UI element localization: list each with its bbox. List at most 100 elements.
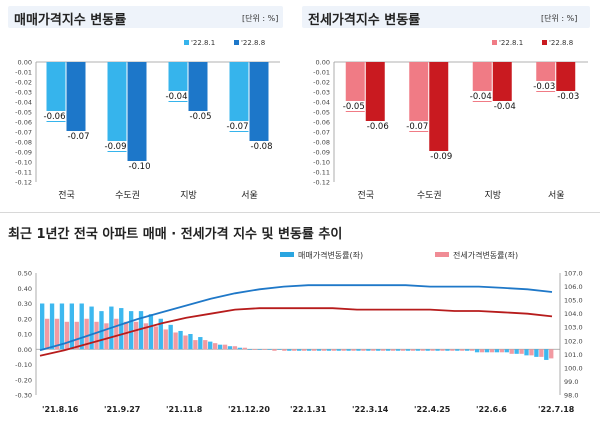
- jeonse-y-tick-label: -0.05: [313, 109, 330, 117]
- sales-bar: [127, 62, 147, 162]
- trend-bar: [79, 303, 84, 350]
- trend-bar: [321, 349, 327, 351]
- trend-left-tick-label: 0.20: [18, 315, 32, 323]
- sales-y-tick-label: -0.09: [15, 149, 32, 157]
- jeonse-change-bar-chart: 0.00-0.01-0.02-0.03-0.04-0.05-0.06-0.07-…: [313, 39, 588, 201]
- sales-data-label-bg: [224, 121, 251, 131]
- trend-bar: [534, 349, 539, 357]
- trend-left-tick-label: 0.10: [18, 331, 32, 339]
- trend-bar: [366, 349, 371, 351]
- trend-bar: [420, 349, 425, 351]
- trend-bar: [544, 349, 549, 360]
- trend-bar: [494, 349, 500, 353]
- trend-x-tick-label: '22.4.25: [414, 405, 451, 414]
- jeonse-data-label: -0.09: [430, 152, 452, 162]
- trend-bar: [158, 318, 163, 350]
- trend-bar: [499, 349, 504, 353]
- sales-category-label: 전국: [58, 190, 75, 201]
- trend-bar: [193, 340, 198, 350]
- jeonse-data-label: -0.07: [406, 122, 428, 132]
- trend-bar: [450, 349, 455, 351]
- trend-bar: [549, 349, 554, 359]
- sales-category-label: 지방: [180, 190, 197, 201]
- trend-bar: [272, 349, 277, 351]
- trend-bar: [212, 343, 218, 350]
- sales-data-label-bg: [248, 141, 275, 151]
- trend-bar: [361, 349, 366, 351]
- trend-bar: [54, 318, 60, 350]
- trend-left-tick-label: 0.00: [18, 346, 32, 354]
- trend-index-line: [39, 284, 553, 352]
- trend-bar: [529, 349, 534, 356]
- sales-data-label: -0.10: [129, 162, 151, 172]
- sales-index-panel: 매매가격지수 변동률 [단위 : %] 0.00 -0.01 -0.02 -0.03 -…: [0, 0, 290, 205]
- trend-bar: [425, 349, 430, 351]
- trend-bar: [469, 349, 475, 351]
- jeonse-data-label: -0.06: [367, 122, 389, 132]
- trend-chart-title: 최근 1년간 전국 아파트 매매 · 전세가격 지수 및 변동률 추이: [8, 227, 343, 242]
- section-divider: [0, 212, 600, 213]
- sales-bar: [66, 62, 86, 132]
- sales-y-tick-label: -0.06: [15, 119, 32, 127]
- trend-bar: [336, 349, 341, 351]
- trend-bar: [114, 318, 119, 350]
- sales-y-tick-label: -0.12: [15, 179, 32, 187]
- sales-data-label: -0.09: [105, 142, 127, 152]
- jeonse-bar: [492, 62, 512, 102]
- trend-legend-swatch: [435, 252, 449, 257]
- sales-y-tick-label: -0.03: [15, 89, 32, 97]
- trend-bar: [237, 347, 243, 350]
- trend-bar: [203, 340, 208, 350]
- jeonse-title-box: [302, 6, 590, 28]
- jeonse-data-label: -0.03: [557, 92, 579, 102]
- sales-data-label: -0.07: [227, 122, 249, 132]
- sales-y-tick-label: -0.08: [15, 139, 32, 147]
- trend-bar: [326, 349, 331, 351]
- sales-data-label-bg: [41, 111, 68, 121]
- trend-left-tick-label: -0.20: [15, 376, 32, 384]
- trend-bar: [242, 347, 247, 350]
- trend-bar: [277, 349, 282, 350]
- trend-left-tick-label: 0.40: [18, 285, 32, 293]
- trend-bar: [346, 349, 351, 351]
- trend-bar: [297, 349, 302, 351]
- jeonse-legend-label: '22.8.1: [499, 39, 523, 47]
- jeonse-data-label: -0.05: [343, 102, 365, 112]
- trend-right-tick-label: 101.0: [564, 351, 583, 359]
- sales-bar: [107, 62, 127, 152]
- trend-bar: [178, 330, 183, 350]
- sales-data-label: -0.05: [190, 112, 212, 122]
- jeonse-y-tick-label: -0.09: [313, 149, 330, 157]
- trend-bar: [306, 349, 312, 351]
- jeonse-y-tick-label: -0.03: [313, 89, 330, 97]
- sales-legend-swatch: [184, 40, 189, 45]
- trend-bar: [440, 349, 445, 351]
- jeonse-data-label: -0.04: [494, 102, 516, 112]
- jeonse-chart-title: 전세가격지수 변동률: [308, 13, 421, 28]
- jeonse-category-label: 서울: [548, 190, 565, 201]
- sales-legend-swatch: [234, 40, 239, 45]
- jeonse-y-tick-label: -0.11: [313, 169, 330, 177]
- trend-bar: [227, 346, 233, 350]
- sales-bar: [188, 62, 208, 112]
- trend-bar: [267, 349, 272, 350]
- jeonse-y-tick-label: 0.00: [316, 59, 330, 67]
- jeonse-bar: [409, 62, 429, 132]
- trend-bar: [252, 349, 257, 350]
- sales-y-tick-label: -0.04: [15, 99, 32, 107]
- trend-bar: [49, 303, 55, 350]
- trend-bar: [133, 321, 139, 350]
- jeonse-bar: [429, 62, 449, 152]
- sales-legend-label: '22.8.1: [191, 39, 215, 47]
- trend-x-tick-label: '21.8.16: [42, 405, 79, 414]
- trend-bar: [316, 349, 322, 351]
- sales-category-label: 수도권: [115, 189, 140, 201]
- trend-bar: [311, 349, 317, 351]
- sales-y-tick-label: -0.02: [15, 79, 32, 87]
- jeonse-data-label-bg: [428, 151, 455, 161]
- trend-bar: [128, 311, 134, 350]
- sales-y-tick-label: -0.11: [15, 169, 32, 177]
- jeonse-y-tick-label: -0.10: [313, 159, 330, 167]
- trend-bar: [143, 323, 149, 350]
- sales-data-label: -0.08: [251, 142, 273, 152]
